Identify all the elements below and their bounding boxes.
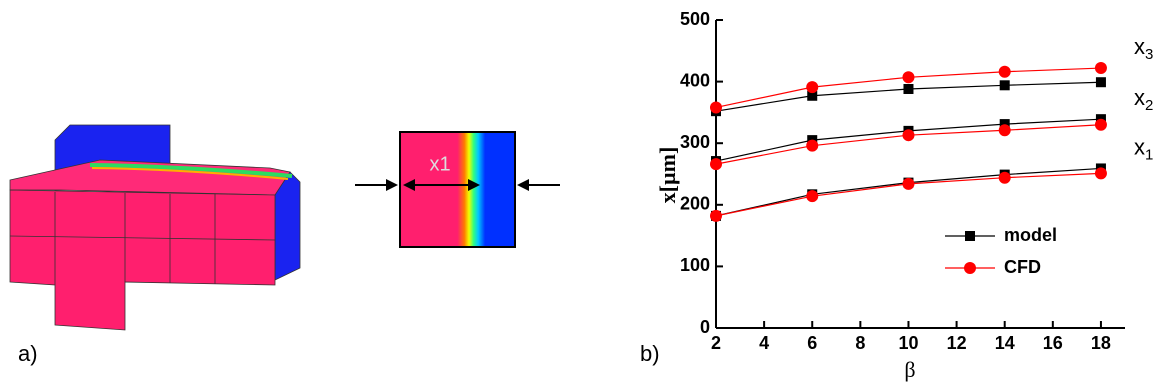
marker bbox=[1095, 167, 1107, 179]
cross-section bbox=[355, 132, 560, 247]
x-tick-label: 18 bbox=[1091, 333, 1111, 353]
x-tick-label: 14 bbox=[995, 333, 1015, 353]
legend-marker bbox=[964, 262, 976, 274]
legend-marker bbox=[965, 231, 975, 241]
x-tick-label: 16 bbox=[1043, 333, 1063, 353]
marker bbox=[902, 129, 914, 141]
dimension-label: x1 bbox=[429, 153, 450, 175]
marker bbox=[806, 140, 818, 152]
label-subscript: 2 bbox=[1145, 97, 1153, 114]
label-main: x bbox=[1134, 34, 1145, 59]
y-tick-label: 0 bbox=[700, 317, 710, 337]
y-tick-label: 300 bbox=[680, 132, 710, 152]
label-subscript: 1 bbox=[1145, 146, 1153, 163]
y-tick-label: 200 bbox=[680, 194, 710, 214]
x-tick-label: 8 bbox=[855, 333, 865, 353]
marker bbox=[999, 124, 1011, 136]
marker bbox=[1000, 80, 1010, 90]
figure: x1 a) b) x[µm] β 01002003004005002468101… bbox=[0, 0, 1162, 388]
x-tick-label: 4 bbox=[759, 333, 769, 353]
marker bbox=[999, 66, 1011, 78]
marker bbox=[1095, 62, 1107, 74]
marker bbox=[806, 81, 818, 93]
y-tick-label: 500 bbox=[680, 9, 710, 29]
marker bbox=[903, 84, 913, 94]
marker bbox=[1096, 77, 1106, 87]
block-model bbox=[10, 125, 300, 330]
marker bbox=[902, 178, 914, 190]
marker bbox=[710, 158, 722, 170]
marker bbox=[902, 71, 914, 83]
panel-label: b) bbox=[640, 341, 660, 366]
label-main: x bbox=[1134, 85, 1145, 110]
y-tick-label: 400 bbox=[680, 70, 710, 90]
marker bbox=[1095, 119, 1107, 131]
x-tick-label: 12 bbox=[947, 333, 967, 353]
x-axis-label: β bbox=[904, 357, 915, 382]
label-main: x bbox=[1134, 134, 1145, 159]
x-tick-label: 6 bbox=[807, 333, 817, 353]
label-subscript: 3 bbox=[1145, 46, 1153, 63]
y-tick-label: 100 bbox=[680, 255, 710, 275]
x-tick-label: 2 bbox=[711, 333, 721, 353]
marker bbox=[710, 101, 722, 113]
legend-label: CFD bbox=[1004, 257, 1041, 277]
curve-label: x3 bbox=[1134, 34, 1153, 63]
legend-label: model bbox=[1004, 225, 1057, 245]
curve-label: x1 bbox=[1134, 134, 1153, 163]
y-axis-label: x[µm] bbox=[655, 147, 680, 204]
marker bbox=[999, 172, 1011, 184]
marker bbox=[710, 210, 722, 222]
x-tick-label: 10 bbox=[898, 333, 918, 353]
marker bbox=[806, 190, 818, 202]
panel-label: a) bbox=[18, 341, 38, 366]
curve-label: x2 bbox=[1134, 85, 1153, 114]
